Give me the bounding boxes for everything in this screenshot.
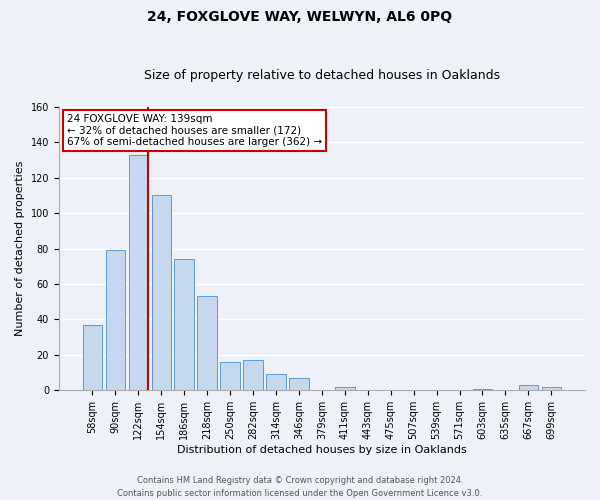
Text: 24, FOXGLOVE WAY, WELWYN, AL6 0PQ: 24, FOXGLOVE WAY, WELWYN, AL6 0PQ	[148, 10, 452, 24]
Bar	[197, 296, 217, 390]
Bar	[518, 385, 538, 390]
Y-axis label: Number of detached properties: Number of detached properties	[15, 161, 25, 336]
Bar	[152, 196, 171, 390]
Text: 24 FOXGLOVE WAY: 139sqm
← 32% of detached houses are smaller (172)
67% of semi-d: 24 FOXGLOVE WAY: 139sqm ← 32% of detache…	[67, 114, 322, 147]
Bar	[244, 360, 263, 390]
Bar	[266, 374, 286, 390]
Bar	[106, 250, 125, 390]
Bar	[220, 362, 240, 390]
Bar	[542, 387, 561, 390]
Bar	[83, 325, 102, 390]
Bar	[175, 259, 194, 390]
X-axis label: Distribution of detached houses by size in Oaklands: Distribution of detached houses by size …	[177, 445, 467, 455]
Bar	[128, 154, 148, 390]
Text: Contains HM Land Registry data © Crown copyright and database right 2024.
Contai: Contains HM Land Registry data © Crown c…	[118, 476, 482, 498]
Bar	[335, 387, 355, 390]
Bar	[289, 378, 308, 390]
Bar	[473, 388, 492, 390]
Title: Size of property relative to detached houses in Oaklands: Size of property relative to detached ho…	[144, 69, 500, 82]
